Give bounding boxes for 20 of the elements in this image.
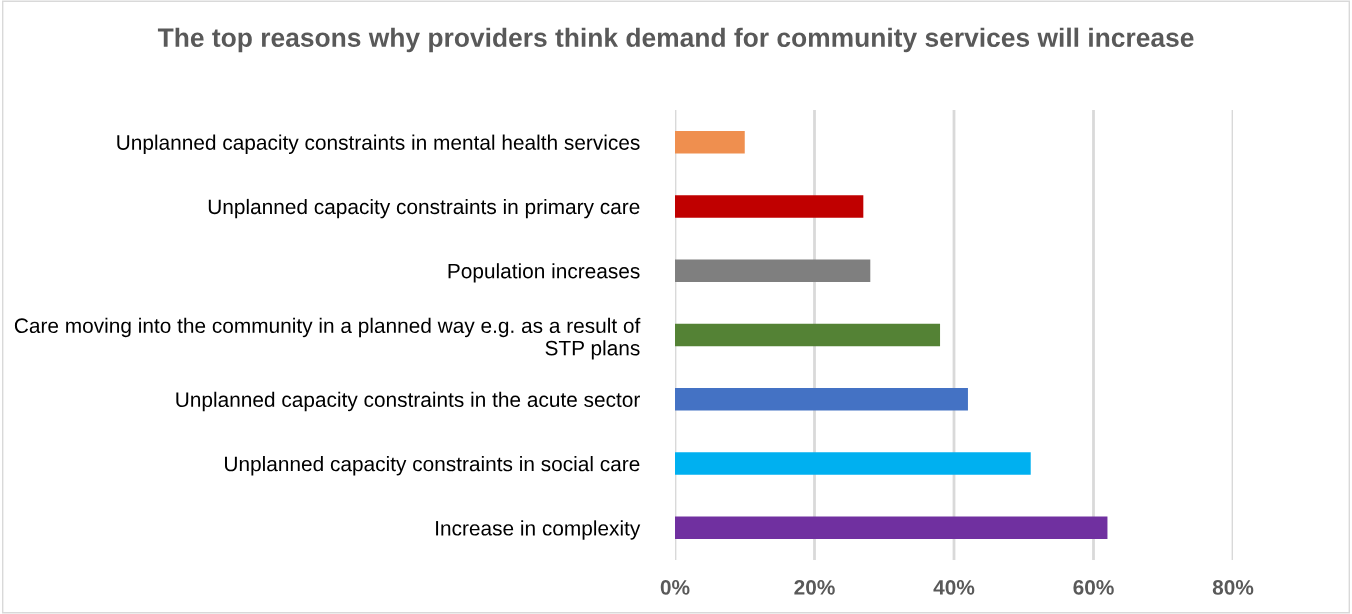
x-tick-label: 20% — [794, 579, 835, 595]
y-tick-label: Unplanned capacity constraints in primary care — [208, 198, 640, 219]
x-tick-label: 80% — [1212, 579, 1254, 595]
y-tick-label: Increase in complexity — [436, 520, 641, 540]
bar — [675, 323, 941, 347]
y-tick-label: Care moving into the community in a planned way e.g. as a result of STP plans — [14, 317, 641, 360]
x-tick-label: 40% — [933, 579, 975, 595]
y-tick-label: Unplanned capacity constraints in the acute sector — [176, 391, 640, 412]
bar — [675, 195, 864, 218]
bar — [675, 259, 871, 282]
y-tick-label: Unplanned capacity constraints in mental health services — [117, 134, 640, 155]
x-tick-label: 60% — [1073, 579, 1114, 595]
bar — [675, 130, 745, 154]
bar — [675, 388, 968, 411]
x-tick-label: 0% — [660, 579, 690, 595]
bar — [675, 516, 1108, 540]
y-tick-label: Unplanned capacity constraints in social care — [225, 456, 640, 476]
bar — [675, 452, 1031, 475]
chart-title: The top reasons why providers think demand for community services will increase — [157, 27, 1194, 53]
y-tick-label: Population increases — [448, 263, 640, 283]
